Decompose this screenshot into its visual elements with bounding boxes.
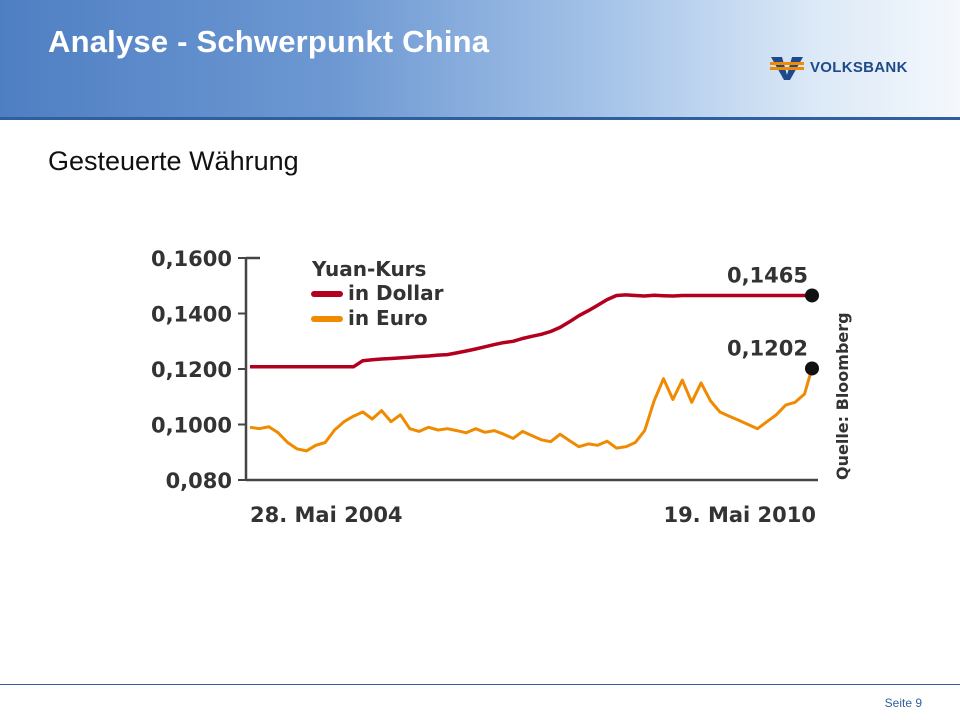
end-label-euro: 0,1202: [727, 336, 808, 360]
volksbank-logo-icon: [770, 57, 804, 80]
y-tick-label: 0,1000: [151, 414, 232, 438]
y-tick-label: 0,1400: [151, 303, 232, 327]
page-number: Seite 9: [884, 696, 922, 710]
y-tick-label: 0,080: [166, 469, 232, 493]
legend-title: Yuan-Kurs: [311, 257, 426, 281]
slide-subtitle: Gesteuerte Währung: [48, 146, 299, 176]
yuan-chart: 0,1600 0,1400 0,1200 0,1000 0,080 0,1465 0,12…: [136, 240, 856, 540]
end-point-euro: [805, 361, 819, 376]
y-tick-label: 0,1200: [151, 358, 232, 382]
end-point-dollar: [805, 288, 819, 303]
logo-wordmark: VOLKSBANK: [810, 58, 908, 76]
chart-svg: 0,1600 0,1400 0,1200 0,1000 0,080 0,1465 0,12…: [151, 247, 852, 527]
header-divider: [0, 117, 960, 120]
x-start-label: 28. Mai 2004: [250, 503, 403, 527]
series-line-euro: [249, 367, 814, 453]
end-label-dollar: 0,1465: [727, 263, 808, 287]
y-tick-label: 0,1600: [151, 247, 232, 271]
series-line-dollar: [250, 293, 812, 369]
source-label: Quelle: Bloomberg: [833, 312, 852, 480]
slide-title: Analyse - Schwerpunkt China: [48, 24, 490, 59]
footer-divider: [0, 684, 960, 685]
legend-label-euro: in Euro: [348, 306, 428, 330]
volksbank-logo: VOLKSBANK: [770, 52, 908, 82]
legend-label-dollar: in Dollar: [348, 281, 444, 305]
x-end-label: 19. Mai 2010: [663, 503, 816, 527]
